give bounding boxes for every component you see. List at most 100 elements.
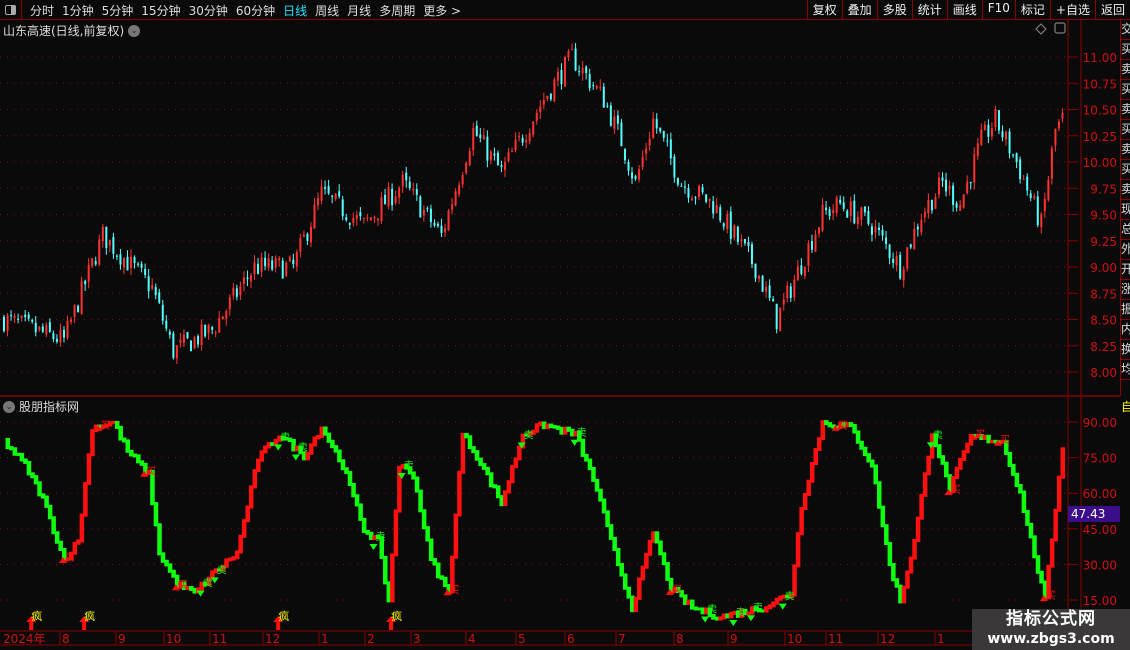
candle-body bbox=[1008, 131, 1011, 154]
tool-button[interactable]: +自选 bbox=[1049, 0, 1095, 19]
candle-body bbox=[253, 262, 256, 275]
indicator-step bbox=[774, 597, 780, 605]
indicator-title: ⌄ 股朋指标网 bbox=[3, 398, 79, 415]
candle-body bbox=[454, 191, 457, 206]
x-tick-label: 11 bbox=[828, 632, 843, 646]
tab-period[interactable]: 更多 > bbox=[423, 4, 462, 18]
sell-arrow-icon bbox=[729, 619, 738, 626]
candle-body bbox=[341, 199, 344, 217]
tool-button[interactable]: 标记 bbox=[1014, 0, 1050, 19]
indicator-step bbox=[922, 472, 928, 497]
candle-body bbox=[881, 229, 884, 236]
y-tick-label: 8.50 bbox=[1090, 314, 1117, 328]
candle-body bbox=[415, 189, 418, 195]
indicator-step bbox=[319, 426, 325, 438]
tab-period[interactable]: 分时 bbox=[30, 4, 55, 18]
indicator-step bbox=[947, 474, 953, 494]
indicator-step bbox=[224, 558, 229, 568]
x-tick-label: 11 bbox=[212, 632, 227, 646]
tab-period[interactable]: 60分钟 bbox=[235, 4, 276, 18]
indicator-step bbox=[668, 577, 674, 593]
indicator-step bbox=[566, 426, 572, 432]
candle-body bbox=[715, 205, 718, 214]
panel-toggle-button[interactable] bbox=[0, 0, 22, 19]
candle-body bbox=[849, 201, 852, 217]
crazy-label: 疯 bbox=[84, 609, 95, 623]
tab-period[interactable]: 15分钟 bbox=[141, 4, 181, 18]
sell-label: 卖 bbox=[375, 531, 385, 543]
candle-body bbox=[945, 179, 948, 192]
indicator-step bbox=[548, 423, 554, 429]
candle-body bbox=[84, 280, 87, 285]
indicator-step bbox=[559, 426, 564, 435]
chart-title: 山东高速(日线,前复权) ⌄ bbox=[3, 22, 141, 39]
candle-body bbox=[207, 324, 210, 334]
candle-body bbox=[602, 86, 605, 108]
indicator-step bbox=[1035, 555, 1041, 574]
indicator-step bbox=[989, 439, 995, 444]
tool-button[interactable]: 多股 bbox=[876, 0, 912, 19]
candle-body bbox=[623, 148, 626, 161]
chevron-down-icon[interactable]: ⌄ bbox=[3, 400, 15, 413]
indicator-step bbox=[393, 509, 399, 557]
candle-body bbox=[616, 115, 619, 124]
indicator-step bbox=[1039, 570, 1044, 584]
tool-button[interactable]: 返回 bbox=[1094, 0, 1130, 19]
candle-body bbox=[112, 236, 115, 254]
candle-body bbox=[309, 226, 312, 243]
tool-button[interactable]: 复权 bbox=[806, 0, 842, 19]
indicator-step bbox=[587, 458, 593, 470]
candle-body bbox=[317, 198, 320, 206]
side-label: 换 bbox=[1121, 340, 1130, 360]
indicator-step bbox=[961, 450, 967, 462]
candle-body bbox=[680, 185, 683, 187]
candle-body bbox=[1005, 132, 1008, 140]
candle-body bbox=[842, 202, 845, 209]
candle-body bbox=[719, 207, 722, 221]
indicator-step bbox=[1011, 463, 1016, 476]
candle-body bbox=[814, 234, 817, 252]
tool-button[interactable]: 统计 bbox=[911, 0, 947, 19]
candle-body bbox=[122, 258, 125, 268]
tool-button[interactable]: 画线 bbox=[946, 0, 982, 19]
indicator-step bbox=[619, 563, 624, 577]
candle-body bbox=[743, 239, 746, 244]
candle-body bbox=[906, 247, 909, 269]
candle-body bbox=[973, 154, 976, 183]
candle-body bbox=[228, 297, 231, 310]
candle-body bbox=[645, 148, 648, 154]
chevron-down-icon[interactable]: ⌄ bbox=[128, 24, 141, 37]
indicator-step bbox=[859, 440, 864, 450]
tab-period[interactable]: 月线 bbox=[347, 4, 372, 18]
tab-period[interactable]: 周线 bbox=[315, 4, 340, 18]
candle-body bbox=[429, 208, 432, 223]
tab-period[interactable]: 5分钟 bbox=[101, 4, 134, 18]
indicator-step bbox=[400, 463, 406, 469]
indicator-step bbox=[626, 586, 631, 599]
tool-button[interactable]: F10 bbox=[981, 0, 1015, 19]
indicator-step bbox=[721, 613, 727, 620]
candle-body bbox=[761, 275, 764, 292]
tab-period[interactable]: 1分钟 bbox=[62, 4, 94, 18]
tab-period[interactable]: 日线 bbox=[283, 4, 308, 18]
candle-body bbox=[436, 223, 439, 227]
indicator-step bbox=[1018, 483, 1023, 494]
side-label: 买 bbox=[1121, 160, 1130, 180]
indicator-step bbox=[866, 453, 871, 463]
sell-label: 卖 bbox=[404, 460, 414, 472]
indicator-step bbox=[210, 570, 215, 580]
candle-body bbox=[810, 241, 813, 250]
auto-label[interactable]: 自 bbox=[1121, 400, 1130, 414]
tab-period[interactable]: 多周期 bbox=[379, 4, 416, 18]
tool-button[interactable]: 叠加 bbox=[841, 0, 877, 19]
indicator-step bbox=[1025, 510, 1030, 526]
candle-body bbox=[394, 196, 397, 203]
tab-period[interactable]: 30分钟 bbox=[188, 4, 228, 18]
indicator-step bbox=[760, 609, 766, 613]
indicator-step bbox=[661, 552, 667, 566]
indicator-step bbox=[428, 538, 434, 562]
sell-label: 卖 bbox=[785, 591, 795, 603]
indicator-step bbox=[365, 529, 370, 535]
indicator-step bbox=[672, 586, 677, 593]
